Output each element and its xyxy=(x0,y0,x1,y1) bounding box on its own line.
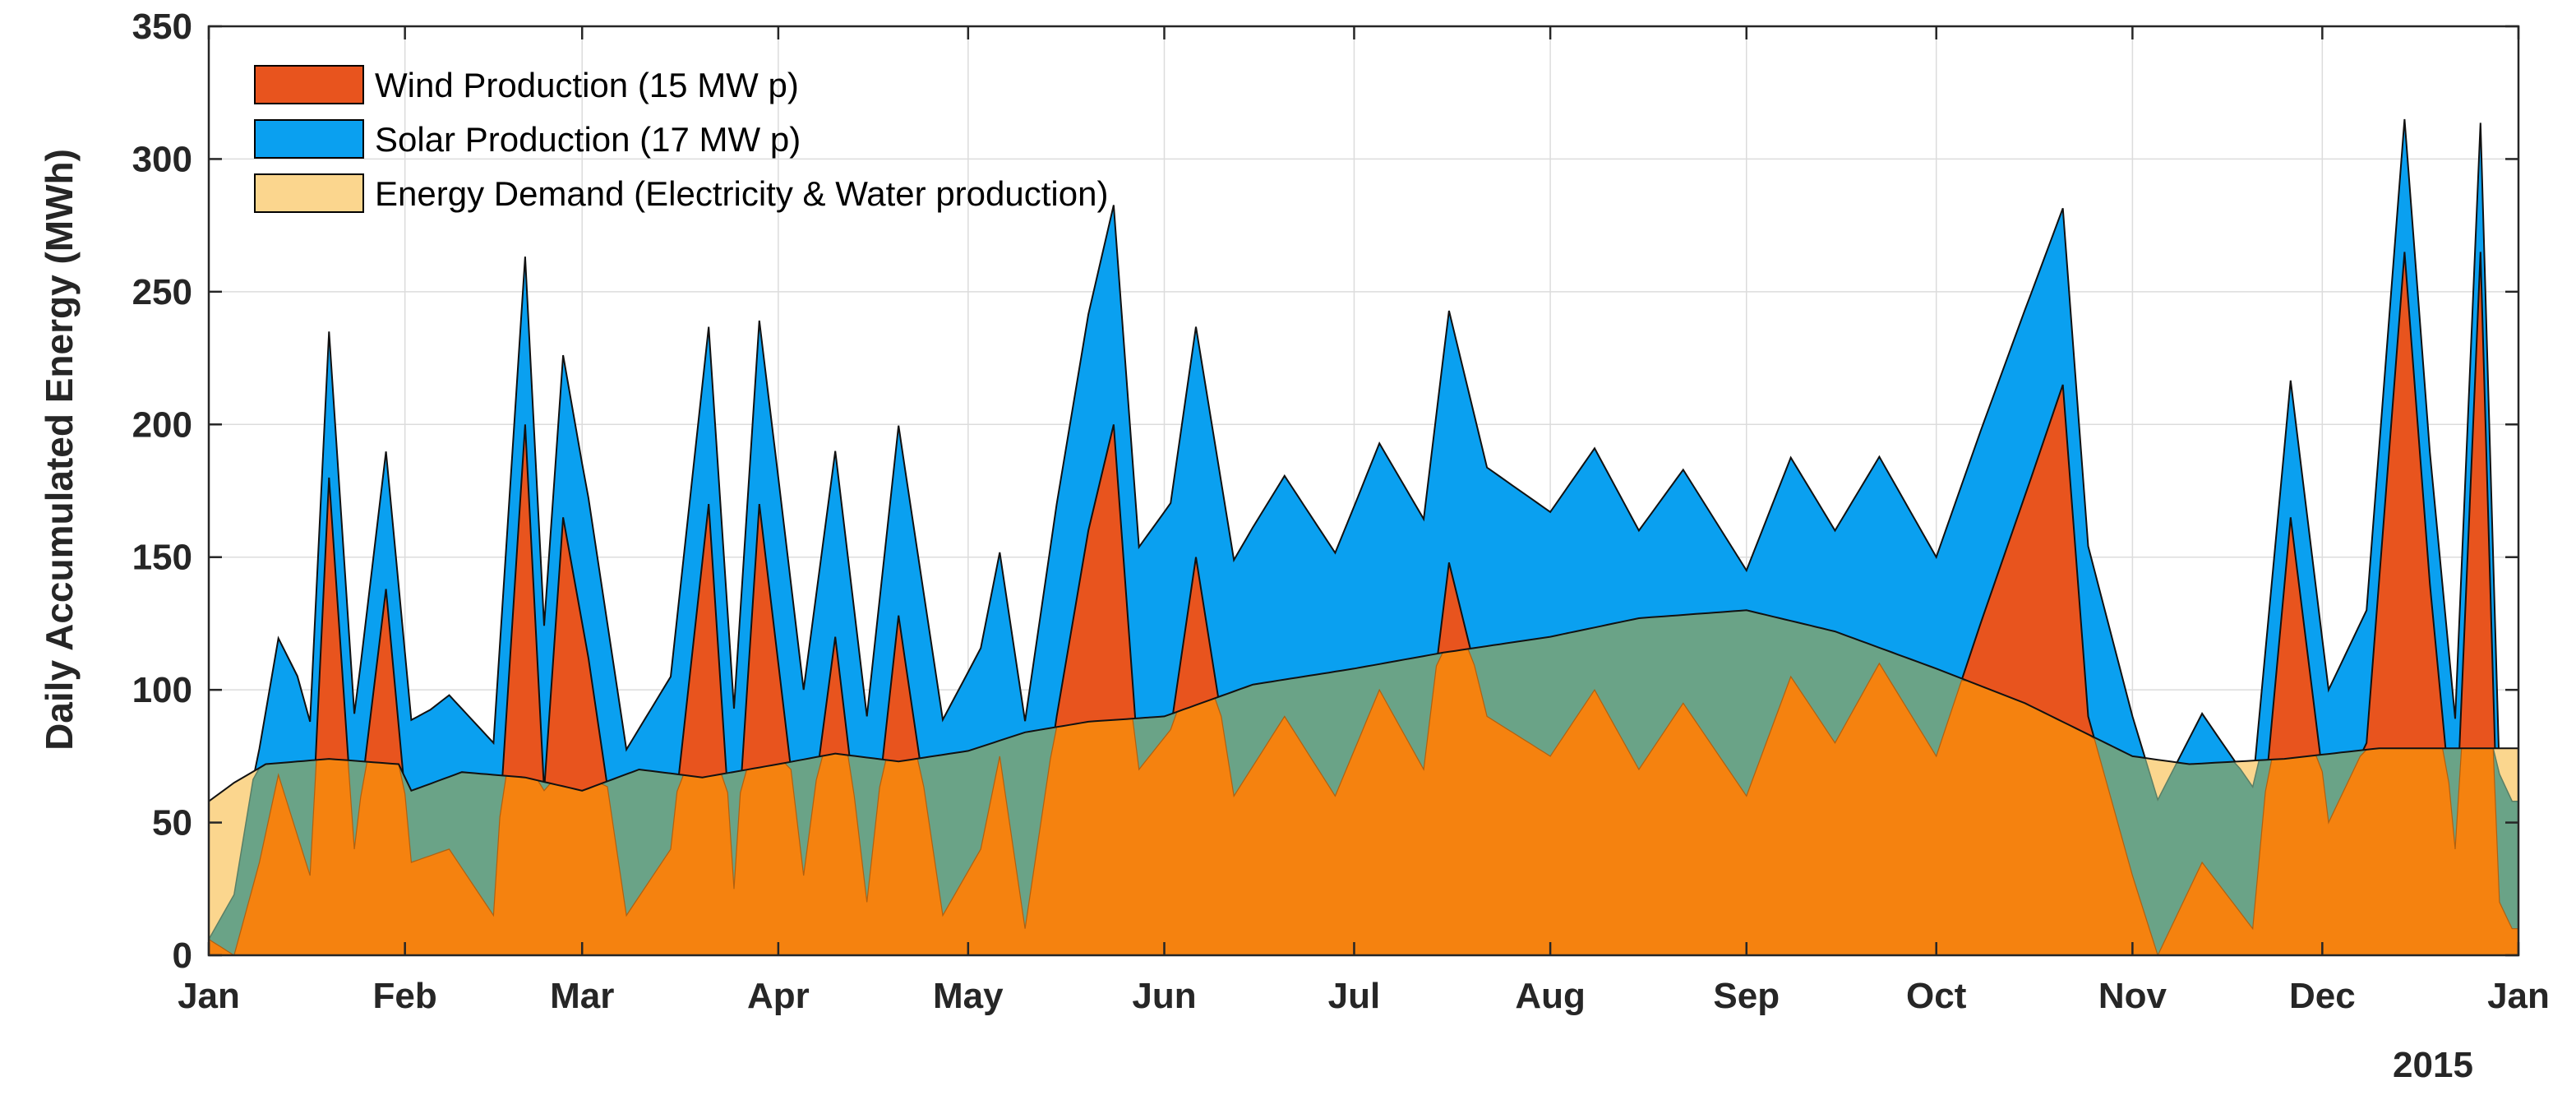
wind-supplied-area xyxy=(209,648,2518,955)
legend-swatch-solar xyxy=(254,119,364,159)
legend-label-wind: Wind Production (15 MW p) xyxy=(375,66,799,104)
legend-label-demand: Energy Demand (Electricity & Water produ… xyxy=(375,174,1108,213)
y-tick-label: 150 xyxy=(132,538,192,578)
legend-swatch-wind xyxy=(254,65,364,104)
x-tick-label: Sep xyxy=(1713,976,1780,1016)
year-label: 2015 xyxy=(2393,1045,2473,1085)
y-tick-label: 300 xyxy=(132,139,192,179)
y-tick-label: 50 xyxy=(152,803,192,843)
y-tick-label: 250 xyxy=(132,272,192,312)
y-tick-label: 200 xyxy=(132,404,192,445)
x-tick-label: Jan xyxy=(2487,976,2550,1016)
x-tick-label: Mar xyxy=(550,976,614,1016)
legend: Wind Production (15 MW p) Solar Producti… xyxy=(254,65,1108,213)
x-tick-label: May xyxy=(933,976,1004,1016)
legend-swatch-demand xyxy=(254,173,364,213)
x-tick-label: Apr xyxy=(747,976,810,1016)
plot-frame xyxy=(207,25,2520,957)
x-tick-label: Jun xyxy=(1132,976,1196,1016)
y-tick-label: 350 xyxy=(132,7,192,47)
energy-demand-line xyxy=(209,609,2518,802)
x-tick-label: Feb xyxy=(373,976,437,1016)
area-layer xyxy=(209,118,2518,955)
legend-label-solar: Solar Production (17 MW p) xyxy=(375,120,801,159)
axis-layer: 0 50 100 150 200 250 300 350 Jan Feb Mar Apr May Jun J… xyxy=(132,7,2550,1016)
x-tick-label: Jul xyxy=(1328,976,1381,1016)
x-tick-label: Dec xyxy=(2289,976,2356,1016)
x-tick-label: Oct xyxy=(1906,976,1967,1016)
y-axis-label: Daily Accumulated Energy (MWh) xyxy=(38,149,81,751)
y-tick-label: 0 xyxy=(173,936,192,976)
x-tick-label: Jan xyxy=(178,976,240,1016)
x-tick-label: Aug xyxy=(1515,976,1586,1016)
y-tick-label: 100 xyxy=(132,670,192,710)
x-tick-label: Nov xyxy=(2098,976,2167,1016)
